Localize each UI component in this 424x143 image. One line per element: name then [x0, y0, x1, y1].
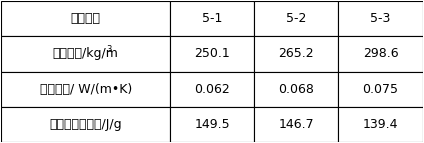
- Bar: [254, 72, 338, 107]
- Bar: [1, 107, 170, 142]
- Bar: [254, 36, 338, 72]
- Text: 5-2: 5-2: [286, 12, 307, 25]
- Text: 5-1: 5-1: [202, 12, 222, 25]
- Bar: [170, 72, 254, 107]
- Text: 3: 3: [106, 45, 112, 54]
- Bar: [338, 72, 423, 107]
- Text: 250.1: 250.1: [194, 47, 230, 60]
- Bar: [170, 107, 254, 142]
- Text: 5-3: 5-3: [370, 12, 391, 25]
- Bar: [338, 1, 423, 36]
- Bar: [254, 107, 338, 142]
- Text: 0.068: 0.068: [278, 83, 314, 96]
- Text: 导热系数/ W/(m•K): 导热系数/ W/(m•K): [39, 83, 132, 96]
- Text: 样品编号: 样品编号: [71, 12, 100, 25]
- Bar: [338, 36, 423, 72]
- Bar: [170, 1, 254, 36]
- Text: 265.2: 265.2: [279, 47, 314, 60]
- Bar: [1, 36, 170, 72]
- Bar: [338, 107, 423, 142]
- Bar: [1, 72, 170, 107]
- Text: 146.7: 146.7: [279, 118, 314, 131]
- Bar: [170, 36, 254, 72]
- Text: 298.6: 298.6: [363, 47, 398, 60]
- Bar: [1, 1, 170, 36]
- Text: 板材的相变潜热/J/g: 板材的相变潜热/J/g: [49, 118, 122, 131]
- Text: 0.062: 0.062: [194, 83, 230, 96]
- Text: 149.5: 149.5: [194, 118, 230, 131]
- Text: 板材密度/kg/m: 板材密度/kg/m: [53, 47, 119, 60]
- Text: 139.4: 139.4: [363, 118, 398, 131]
- Bar: [254, 1, 338, 36]
- Text: 0.075: 0.075: [363, 83, 399, 96]
